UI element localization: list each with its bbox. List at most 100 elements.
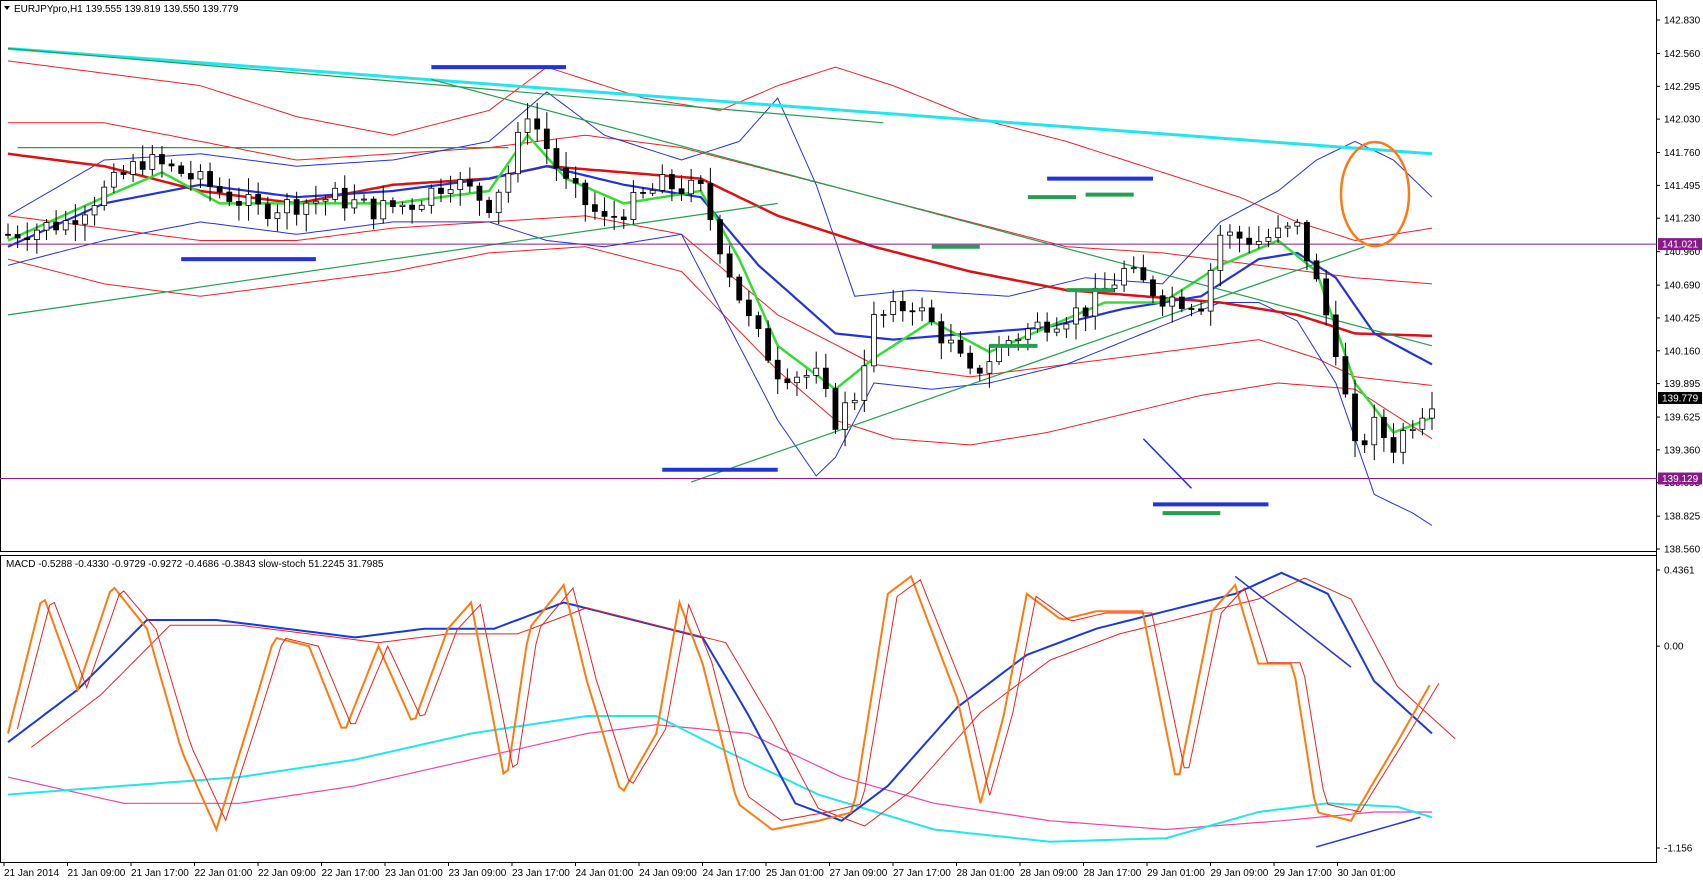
- candle-body: [861, 365, 868, 401]
- indicator-header: MACD -0.5288 -0.4330 -0.9729 -0.9272 -0.…: [6, 559, 384, 570]
- candle-body: [1342, 356, 1349, 395]
- candle-body: [1121, 268, 1128, 286]
- time-tick-label: 28 Jan 01:00: [957, 868, 1015, 879]
- highlight-ellipse: [1339, 140, 1411, 248]
- candle-body: [110, 171, 117, 188]
- candle-body: [1304, 221, 1310, 262]
- macd-signal-line: [7, 715, 1433, 843]
- candle-body: [1294, 221, 1301, 227]
- level-label: 139.129: [1662, 474, 1699, 485]
- price-axis: 142.830 142.560 142.295 142.030 141.760 141.4…: [1656, 16, 1702, 855]
- trendline-2: [7, 202, 778, 316]
- candle-body: [351, 199, 358, 209]
- candle-body: [476, 185, 483, 201]
- price-tick-label: 139.360: [1664, 445, 1701, 456]
- macd-stoch-lines: [7, 571, 1456, 848]
- candle-body: [649, 189, 656, 194]
- time-tick-label: 24 Jan 01:00: [576, 868, 634, 879]
- candle-body: [361, 198, 367, 201]
- red-moving-average: [7, 152, 1433, 338]
- candle-body: [534, 118, 541, 130]
- candle-body: [1198, 308, 1204, 312]
- candle-body: [53, 222, 60, 231]
- candle-body: [380, 200, 387, 220]
- candle-body: [187, 173, 194, 180]
- current-price-bg: [1658, 391, 1702, 404]
- time-tick-label: 28 Jan 17:00: [1084, 868, 1142, 879]
- candle-body: [466, 179, 473, 187]
- candle-body: [726, 253, 733, 278]
- stoch-k-line: [7, 574, 1431, 833]
- drawn-markers: [181, 65, 1411, 516]
- candle-body: [1390, 437, 1397, 453]
- candle-body: [1034, 321, 1041, 330]
- candle-body: [1169, 296, 1176, 307]
- price-tick-label: 140.160: [1664, 346, 1701, 357]
- candle-body: [1313, 260, 1320, 280]
- time-tick-label: 21 Jan 17:00: [131, 868, 189, 879]
- candle-body: [871, 314, 877, 367]
- candle-body: [284, 199, 290, 214]
- candle-body: [438, 187, 444, 194]
- trendline-3: [431, 78, 1433, 347]
- candle-body: [149, 154, 156, 170]
- indicator-tick-label: 0.00: [1664, 642, 1684, 653]
- time-tick-label: 22 Jan 09:00: [258, 868, 316, 879]
- blue-band-upper: [7, 91, 1433, 297]
- candle-body: [1063, 323, 1070, 330]
- candle-body: [1053, 328, 1060, 333]
- candle-body: [332, 187, 339, 200]
- candle-body: [91, 205, 98, 216]
- candle-body: [1227, 231, 1233, 236]
- candle-body: [418, 204, 425, 210]
- candle-body: [447, 189, 454, 194]
- candle-body: [120, 171, 127, 175]
- candle-body: [1178, 296, 1185, 309]
- candle-body: [495, 191, 502, 214]
- candle-body: [592, 204, 598, 212]
- candle-body: [774, 359, 781, 380]
- candle-body: [1400, 430, 1407, 453]
- candle-body: [1332, 314, 1339, 358]
- candle-body: [43, 222, 50, 231]
- current-price-label: 139.779: [1662, 393, 1699, 404]
- trendlines: [7, 46, 1433, 483]
- candle-body: [341, 187, 348, 209]
- time-tick-label: 29 Jan 01:00: [1147, 868, 1205, 879]
- price-tick-label: 141.230: [1664, 214, 1701, 225]
- price-tick-label: 141.760: [1664, 148, 1701, 159]
- time-tick-label: 23 Jan 09:00: [449, 868, 507, 879]
- main-panel-frame: [0, 0, 1657, 552]
- candle-body: [457, 179, 464, 190]
- candle-body: [1024, 328, 1031, 340]
- stoch-d-line: [16, 579, 1440, 822]
- candle-body: [880, 314, 887, 316]
- candle-body: [1044, 321, 1051, 333]
- candle-body: [515, 131, 521, 175]
- candle-body: [409, 204, 416, 210]
- candle-body: [486, 199, 492, 214]
- menu-triangle-icon[interactable]: [4, 6, 10, 10]
- candle-body: [159, 154, 165, 165]
- candle-body: [1092, 287, 1099, 317]
- candle-body: [1130, 267, 1137, 270]
- candle-body: [245, 194, 252, 206]
- candle-body: [399, 204, 406, 207]
- right-axis-strip: [1657, 0, 1703, 882]
- candle-body: [370, 198, 377, 220]
- candle-body: [919, 307, 925, 312]
- red-band-lower-inner: [7, 215, 1433, 386]
- time-tick-label: 28 Jan 09:00: [1020, 868, 1078, 879]
- candle-body: [832, 388, 839, 430]
- candle-body: [967, 352, 974, 369]
- candle-body: [1284, 225, 1291, 229]
- time-tick-label: 21 Jan 09:00: [68, 868, 126, 879]
- candle-body: [428, 187, 435, 206]
- time-tick-label: 24 Jan 09:00: [639, 868, 697, 879]
- candle-body: [62, 220, 69, 231]
- level-label-bg: [1658, 472, 1702, 485]
- candle-body: [389, 200, 396, 207]
- candle-body: [1015, 338, 1022, 341]
- time-tick-label: 25 Jan 01:00: [766, 868, 824, 879]
